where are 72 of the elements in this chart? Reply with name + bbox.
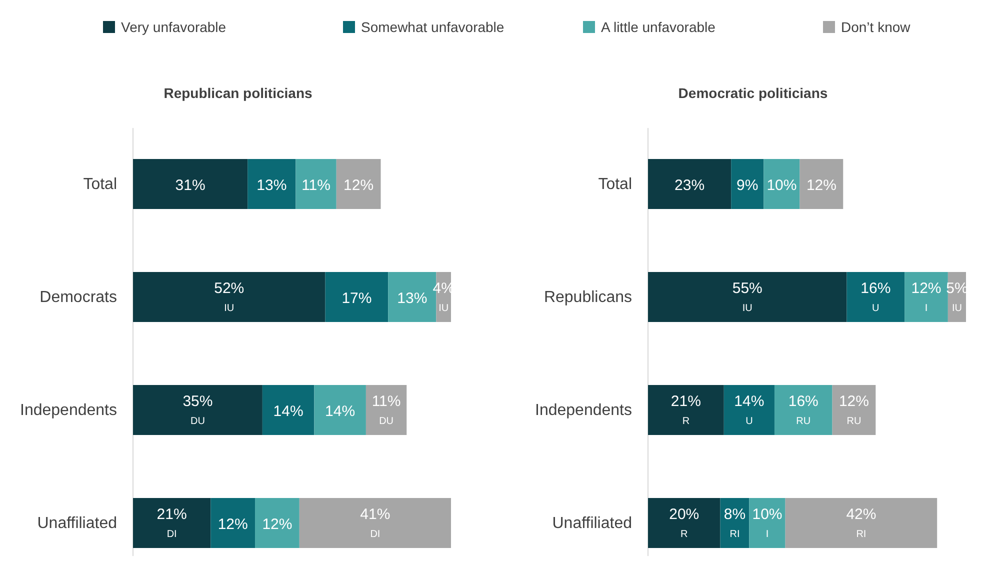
legend-label: A little unfavorable: [601, 19, 716, 35]
data-label: 13%: [397, 290, 428, 307]
data-label: 31%: [175, 177, 206, 194]
data-label: 21% DI: [156, 506, 187, 540]
bar: [774, 385, 832, 435]
y-tick-label: Total: [83, 176, 117, 193]
y-tick-label: Democrats: [40, 289, 117, 306]
bar: [314, 385, 366, 435]
data-label: 12% RU: [838, 393, 869, 427]
y-tick-label: Independents: [535, 402, 632, 419]
bar: [210, 498, 256, 548]
data-label: 12%: [262, 516, 292, 533]
data-label: 10%: [766, 177, 797, 194]
data-label: 16% U: [860, 280, 891, 314]
chart-title: Republican politicians: [164, 85, 312, 101]
data-label: 23%: [674, 177, 705, 194]
bar: [764, 159, 800, 209]
bar: [262, 385, 314, 435]
bar: [255, 498, 300, 548]
data-label: 13%: [256, 177, 287, 194]
bar: [299, 498, 451, 548]
data-label: 21% R: [670, 393, 701, 427]
data-label: 12%: [806, 177, 836, 194]
data-label: 11%: [302, 177, 330, 194]
data-label: 20% R: [669, 506, 700, 540]
bar: [648, 498, 720, 548]
bar: [785, 498, 938, 548]
data-label: 9%: [736, 177, 758, 194]
bar: [248, 159, 296, 209]
bar: [648, 385, 724, 435]
legend-label: Somewhat unfavorable: [361, 19, 504, 35]
data-label: 52% IU: [214, 280, 244, 314]
data-label: 41% DI: [360, 506, 390, 540]
bar: [296, 159, 336, 209]
bar: [800, 159, 844, 209]
bar: [366, 385, 407, 435]
y-tick-label: Independents: [20, 402, 117, 419]
data-label: 8% RI: [724, 506, 746, 540]
data-label: 16% RU: [788, 393, 818, 427]
chart-title: Democratic politicians: [678, 85, 828, 101]
data-label: 12%: [344, 177, 374, 194]
y-tick-label: Unaffiliated: [552, 515, 632, 532]
data-label: 55% IU: [732, 280, 762, 314]
legend-label: Don’t know: [841, 19, 912, 35]
y-tick-label: Total: [598, 176, 632, 193]
data-label: 14%: [325, 403, 356, 420]
data-label: 10% I: [752, 506, 782, 540]
bar: [133, 272, 326, 322]
data-label: 14% U: [734, 393, 764, 427]
data-label: 42% RI: [846, 506, 876, 540]
data-label: 14%: [273, 403, 304, 420]
bar: [648, 159, 732, 209]
bar: [336, 159, 381, 209]
bar: [648, 272, 847, 322]
bar: [133, 385, 262, 435]
data-label: 12% I: [911, 280, 942, 314]
bar: [325, 272, 388, 322]
bar: [133, 159, 248, 209]
data-label: 11% DU: [372, 393, 401, 427]
bar: [731, 159, 764, 209]
data-label: 12%: [218, 516, 248, 533]
y-tick-label: Unaffiliated: [37, 515, 117, 532]
legend-label: Very unfavorable: [121, 19, 226, 35]
bar: [904, 272, 948, 322]
data-label: 35% DU: [182, 393, 213, 427]
y-tick-label: Republicans: [544, 289, 632, 306]
bar: [133, 498, 211, 548]
bar: [749, 498, 786, 548]
bar: [846, 272, 905, 322]
data-label: 17%: [342, 290, 372, 307]
bar: [832, 385, 876, 435]
bar: [724, 385, 774, 435]
